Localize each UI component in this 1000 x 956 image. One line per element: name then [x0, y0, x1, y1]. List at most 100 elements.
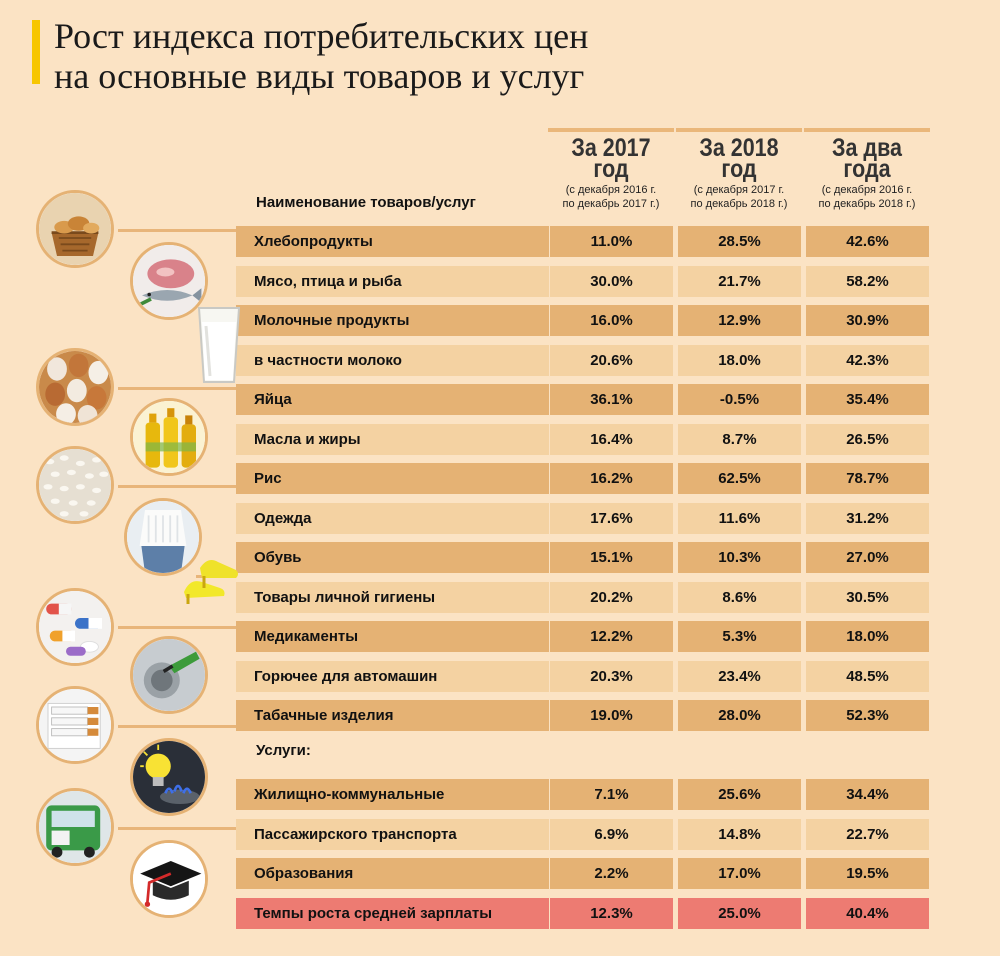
column-cap — [548, 128, 674, 132]
table-row-value: 31.2% — [806, 503, 929, 534]
column-header-2017: За 2017 год (с декабря 2016 г. по декабрь… — [548, 128, 674, 211]
title-line-2: на основные виды товаров и услуг — [54, 56, 585, 96]
name-column-header: Наименование товаров/услуг — [256, 194, 476, 211]
table-row-label: в частности молоко — [236, 345, 549, 376]
title-accent-bar — [32, 20, 40, 84]
table-row-value: 12.9% — [678, 305, 801, 336]
table-row-value: 30.9% — [806, 305, 929, 336]
table-row-label: Хлебопродукты — [236, 226, 549, 257]
table-row-value: 30.0% — [550, 266, 673, 297]
table-row-value: 78.7% — [806, 463, 929, 494]
table-row-value: 20.6% — [550, 345, 673, 376]
column-subtitle-line2: по декабрь 2017 г.) — [562, 198, 660, 210]
column-subtitle-line1: (с декабря 2017 г. — [693, 184, 785, 196]
column-subtitle-line2: по декабрь 2018 г.) — [818, 198, 916, 210]
shoes-icon — [180, 548, 240, 604]
table-row-value: 11.0% — [550, 226, 673, 257]
table-row-value: 10.3% — [678, 542, 801, 573]
page-title: Рост индекса потребительских цен на основ… — [54, 16, 588, 96]
bus-icon — [36, 788, 114, 866]
table-row-label: Рис — [236, 463, 549, 494]
icon-connector — [118, 725, 236, 728]
icon-connector — [118, 485, 236, 488]
table-row-value: 48.5% — [806, 661, 929, 692]
graduation-cap-icon — [130, 840, 208, 918]
column-title: За 2017 год — [571, 134, 651, 183]
column-header-2018: За 2018 год (с декабря 2017 г. по декабрь… — [676, 128, 802, 211]
table-row-value: 28.0% — [678, 700, 801, 731]
service-row-value: 14.8% — [678, 819, 801, 850]
table-row-value: 17.6% — [550, 503, 673, 534]
bulb-gas-flame-icon — [130, 738, 208, 816]
eggs-icon — [36, 348, 114, 426]
table-row-value: 16.2% — [550, 463, 673, 494]
column-cap — [804, 128, 930, 132]
service-row-value: 6.9% — [550, 819, 673, 850]
icon-connector — [118, 387, 236, 390]
rice-icon — [36, 446, 114, 524]
clothing-icon — [124, 498, 202, 576]
table-row-value: 21.7% — [678, 266, 801, 297]
table-row-value: 12.2% — [550, 621, 673, 652]
table-row-value: 16.0% — [550, 305, 673, 336]
salary-growth-row-value: 12.3% — [550, 898, 673, 929]
table-row-value: 18.0% — [678, 345, 801, 376]
table-row-label: Медикаменты — [236, 621, 549, 652]
table-row-value: 42.3% — [806, 345, 929, 376]
service-row-label: Образования — [236, 858, 549, 889]
table-row-value: 28.5% — [678, 226, 801, 257]
column-title: За два года — [832, 134, 902, 183]
icon-connector — [118, 229, 236, 232]
table-row-value: 20.2% — [550, 582, 673, 613]
meat-fish-icon — [130, 242, 208, 320]
column-subtitle-line2: по декабрь 2018 г.) — [690, 198, 788, 210]
table-row-label: Горючее для автомашин — [236, 661, 549, 692]
table-row-label: Молочные продукты — [236, 305, 549, 336]
table-row-value: 15.1% — [550, 542, 673, 573]
table-row-value: 19.0% — [550, 700, 673, 731]
table-row-value: 27.0% — [806, 542, 929, 573]
service-row-value: 2.2% — [550, 858, 673, 889]
icon-connector — [118, 827, 236, 830]
table-row-label: Мясо, птица и рыба — [236, 266, 549, 297]
table-row-label: Масла и жиры — [236, 424, 549, 455]
milk-glass-icon — [196, 302, 242, 386]
table-row-label: Товары личной гигиены — [236, 582, 549, 613]
table-row-value: 18.0% — [806, 621, 929, 652]
salary-growth-row-value: 40.4% — [806, 898, 929, 929]
table-row-value: -0.5% — [678, 384, 801, 415]
icon-connector — [118, 626, 236, 629]
service-row-value: 34.4% — [806, 779, 929, 810]
service-row-label: Жилищно-коммунальные — [236, 779, 549, 810]
service-row-value: 22.7% — [806, 819, 929, 850]
bread-basket-icon — [36, 190, 114, 268]
service-row-label: Пассажирского транспорта — [236, 819, 549, 850]
column-subtitle-line1: (с декабря 2016 г. — [821, 184, 913, 196]
table-row-value: 23.4% — [678, 661, 801, 692]
column-subtitle-line1: (с декабря 2016 г. — [565, 184, 657, 196]
table-row-value: 36.1% — [550, 384, 673, 415]
pills-icon — [36, 588, 114, 666]
fuel-nozzle-icon — [130, 636, 208, 714]
column-header-two-years: За два года (с декабря 2016 г. по декабрь… — [804, 128, 930, 211]
table-row-value: 62.5% — [678, 463, 801, 494]
table-row-value: 58.2% — [806, 266, 929, 297]
table-row-value: 8.7% — [678, 424, 801, 455]
oil-bottles-icon — [130, 398, 208, 476]
title-line-1: Рост индекса потребительских цен — [54, 16, 589, 56]
table-row-value: 26.5% — [806, 424, 929, 455]
service-row-value: 17.0% — [678, 858, 801, 889]
table-row-label: Яйца — [236, 384, 549, 415]
service-row-value: 19.5% — [806, 858, 929, 889]
table-row-value: 30.5% — [806, 582, 929, 613]
table-row-label: Одежда — [236, 503, 549, 534]
salary-growth-row-value: 25.0% — [678, 898, 801, 929]
cigarettes-icon — [36, 686, 114, 764]
table-row-value: 16.4% — [550, 424, 673, 455]
salary-growth-row-label: Темпы роста средней зарплаты — [236, 898, 549, 929]
table-row-value: 5.3% — [678, 621, 801, 652]
services-section-label: Услуги: — [256, 742, 311, 759]
table-row-label: Табачные изделия — [236, 700, 549, 731]
service-row-value: 25.6% — [678, 779, 801, 810]
table-row-value: 11.6% — [678, 503, 801, 534]
